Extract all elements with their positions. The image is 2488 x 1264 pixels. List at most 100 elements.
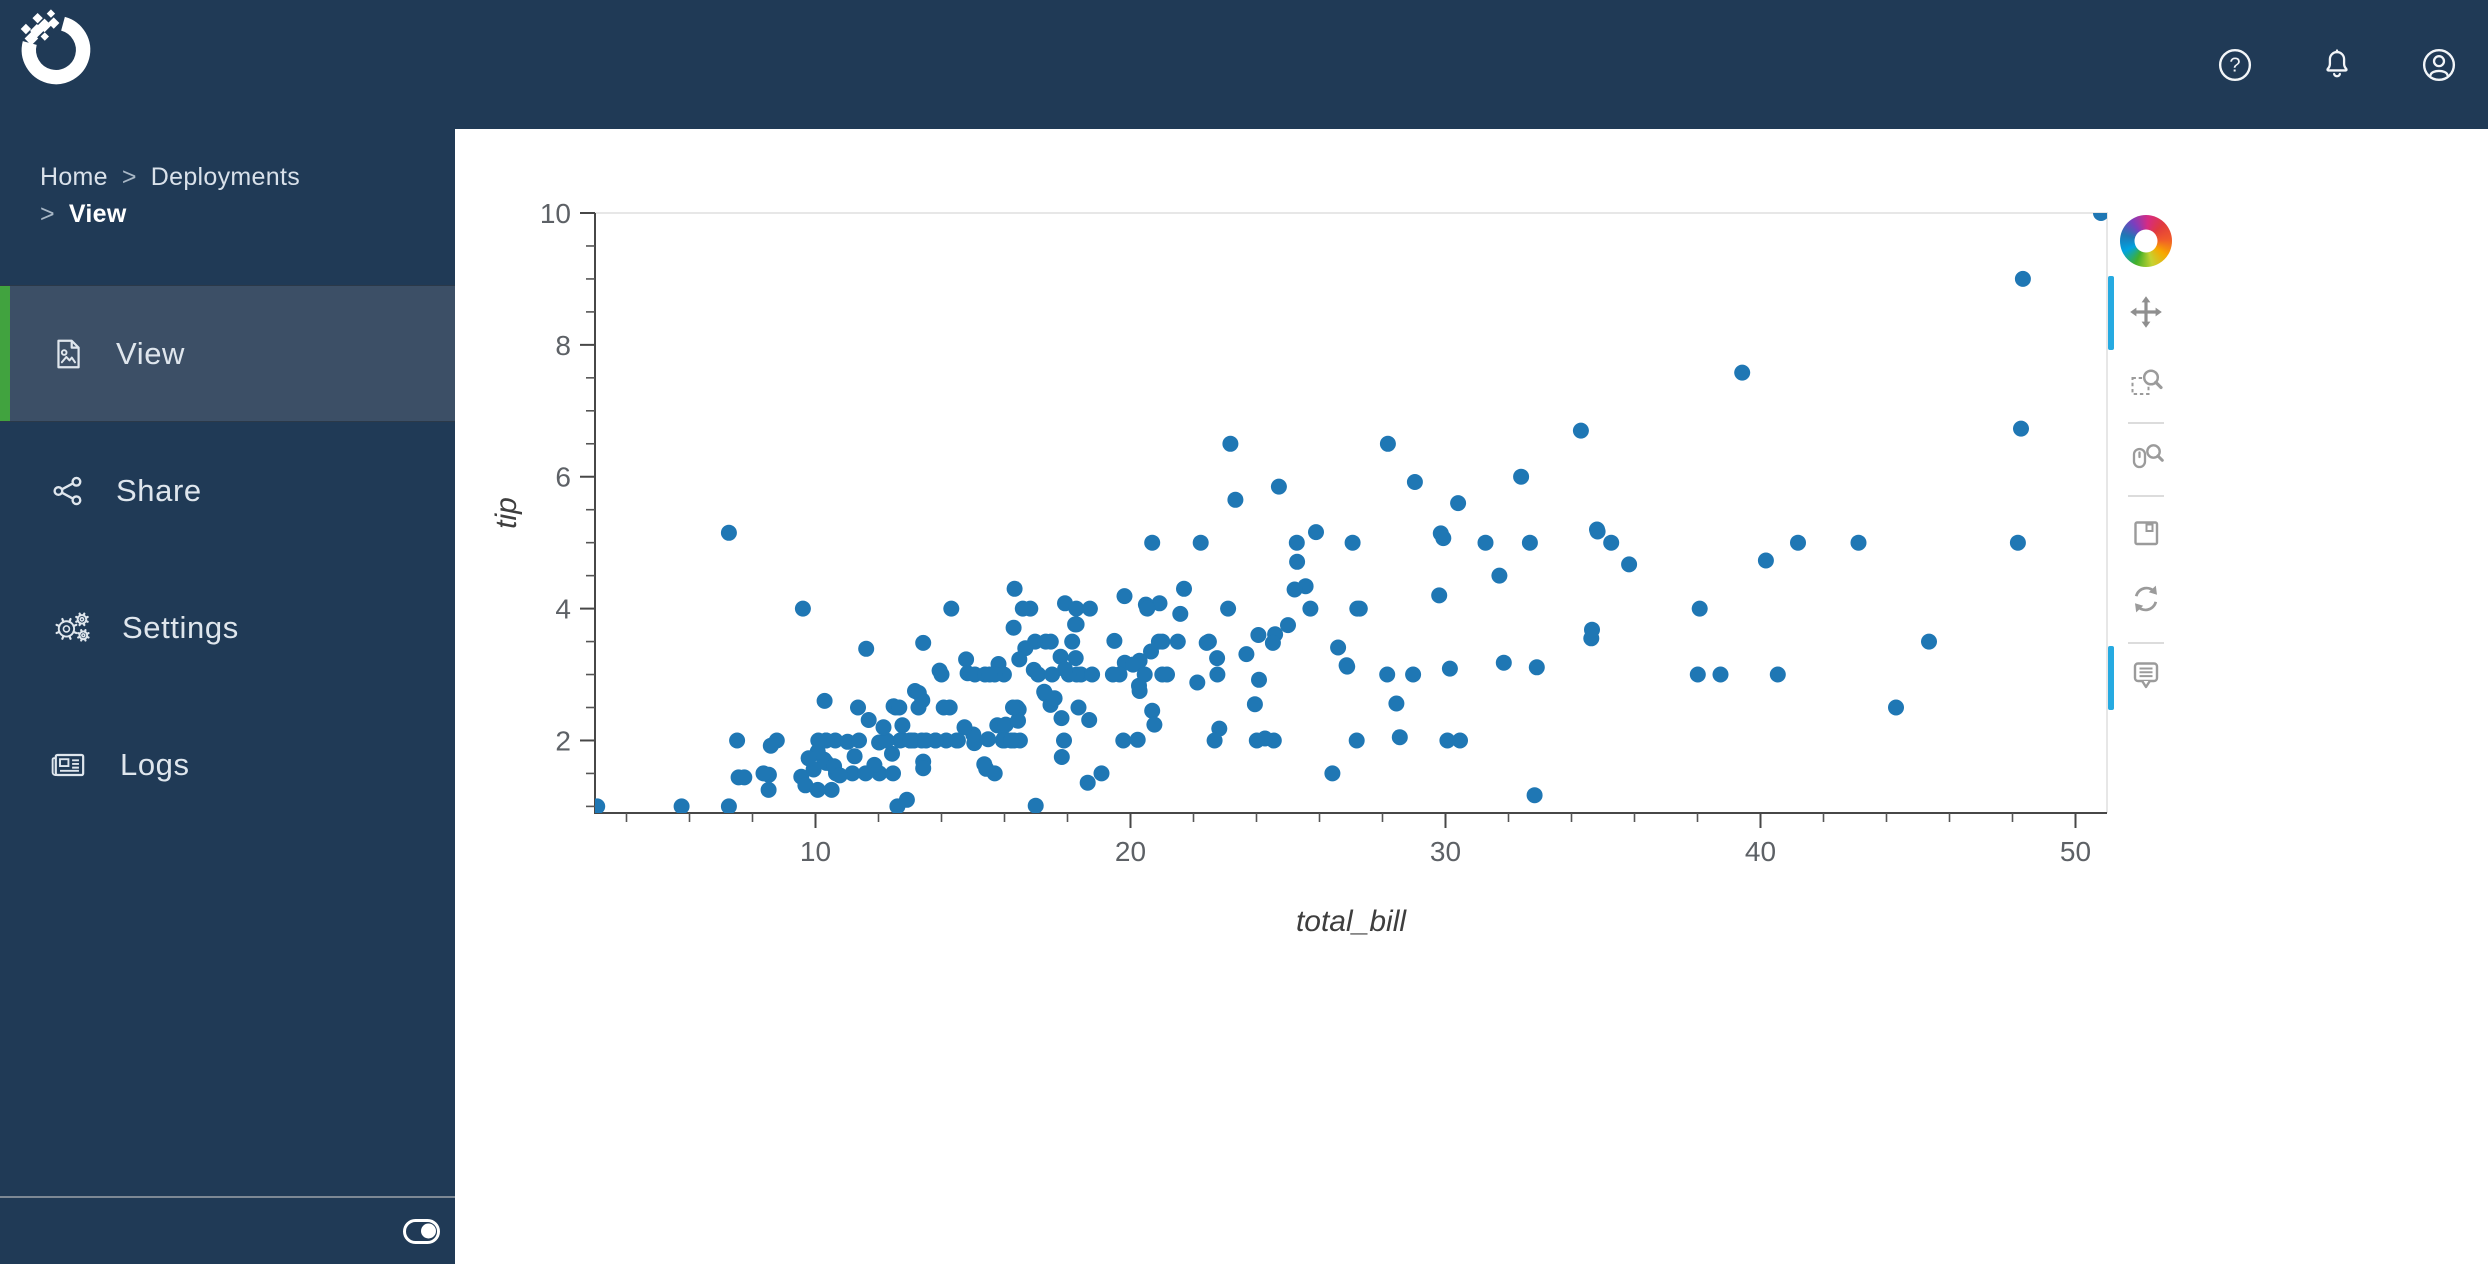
data-point (1068, 600, 1085, 617)
data-point (1589, 523, 1606, 540)
data-point (1144, 702, 1161, 719)
data-point (935, 699, 952, 716)
data-point (1238, 646, 1255, 663)
sidebar-item-settings[interactable]: Settings (0, 559, 455, 696)
data-point (844, 765, 861, 782)
data-point (1129, 731, 1146, 748)
data-point (933, 666, 950, 683)
bokeh-logo-icon[interactable] (2120, 215, 2172, 267)
bell-icon[interactable] (2314, 42, 2360, 88)
data-point (997, 716, 1014, 733)
sidebar-item-label: Logs (120, 746, 190, 782)
x-axis-label: total_bill (1296, 905, 1407, 938)
y-tick-label: 8 (555, 330, 571, 361)
breadcrumb-view[interactable]: View (68, 200, 127, 228)
y-tick-label: 6 (555, 462, 571, 493)
data-point (1712, 666, 1729, 683)
data-point (889, 798, 906, 813)
breadcrumb: Home > Deployments > View (40, 159, 430, 233)
data-point (1084, 666, 1101, 683)
help-icon[interactable]: ? (2212, 42, 2258, 88)
data-point (1116, 588, 1133, 605)
sidebar-item-share[interactable]: Share (0, 422, 455, 559)
data-point (976, 756, 993, 773)
scatter-points (595, 213, 2107, 813)
reset-tool-icon[interactable] (2127, 580, 2165, 618)
data-point (1270, 478, 1287, 495)
sidebar-toggle[interactable] (403, 1218, 440, 1244)
axis-ticks (580, 212, 2077, 828)
data-point (1621, 556, 1638, 573)
data-point (1104, 666, 1121, 683)
data-point (1280, 617, 1296, 634)
data-point (2009, 534, 2026, 551)
data-point (1067, 650, 1084, 667)
x-tick-label: 50 (2060, 836, 2091, 867)
pan-tool-icon[interactable] (2127, 293, 2165, 331)
data-point (915, 760, 932, 777)
bokeh-toolbar (2108, 213, 2192, 823)
data-point (1250, 627, 1267, 643)
data-point (1288, 534, 1305, 551)
data-point (1146, 716, 1163, 733)
data-point (1526, 787, 1543, 804)
data-point (1067, 616, 1084, 633)
scatter-plot: 10 20 30 40 50 2 4 6 8 10 total_bill tip (490, 198, 2108, 938)
data-point (1691, 600, 1708, 617)
x-tick-label: 20 (1115, 836, 1146, 867)
data-point (1139, 600, 1156, 617)
wheel-zoom-tool-icon[interactable] (2127, 438, 2165, 476)
data-point (1495, 654, 1512, 671)
data-point (857, 765, 874, 782)
sidebar-item-logs[interactable]: Logs (0, 696, 455, 833)
data-point (1572, 422, 1589, 439)
data-point (1431, 587, 1448, 604)
data-point (800, 750, 817, 767)
data-point (1379, 435, 1396, 452)
account-icon[interactable] (2416, 42, 2462, 88)
data-point (1209, 650, 1226, 667)
sidebar-item-view[interactable]: View (0, 285, 455, 422)
data-point (1584, 621, 1600, 638)
data-point (1790, 534, 1806, 551)
data-point (797, 777, 814, 794)
box-zoom-tool-icon[interactable] (2127, 365, 2165, 403)
toolbar-separator (2128, 495, 2164, 497)
data-point (760, 781, 777, 798)
data-point (1521, 534, 1538, 551)
y-tick-label: 10 (540, 198, 571, 229)
toggle-knob (421, 1223, 436, 1239)
data-point (1030, 666, 1047, 683)
hover-tool-icon[interactable] (2127, 656, 2165, 694)
data-point (1246, 696, 1263, 713)
sidebar-footer (0, 1198, 455, 1264)
svg-text:?: ? (2229, 54, 2240, 76)
data-point (1057, 661, 1073, 678)
data-point (736, 769, 753, 786)
data-point (1036, 683, 1053, 700)
breadcrumb-deployments[interactable]: Deployments (150, 163, 300, 191)
data-point (858, 640, 875, 657)
data-point (1064, 633, 1081, 650)
x-tick-label: 40 (1745, 836, 1776, 867)
breadcrumb-home[interactable]: Home (40, 163, 108, 191)
data-point (1081, 712, 1098, 728)
y-axis-label: tip (490, 497, 523, 529)
data-point (891, 699, 908, 716)
data-point (860, 712, 877, 728)
data-point (794, 600, 811, 617)
anaconda-logo-icon[interactable] (14, 8, 98, 92)
data-point (1921, 633, 1937, 650)
data-point (1734, 364, 1751, 381)
pan-active-indicator (2108, 276, 2114, 350)
save-tool-icon[interactable] (2127, 514, 2165, 552)
data-point (816, 692, 833, 709)
data-point (1406, 474, 1423, 490)
data-point (595, 798, 606, 813)
data-point (1222, 435, 1239, 452)
data-point (1106, 632, 1123, 649)
data-point (720, 798, 737, 813)
data-point (2013, 420, 2029, 437)
data-point (1011, 651, 1028, 668)
data-point (910, 699, 927, 716)
